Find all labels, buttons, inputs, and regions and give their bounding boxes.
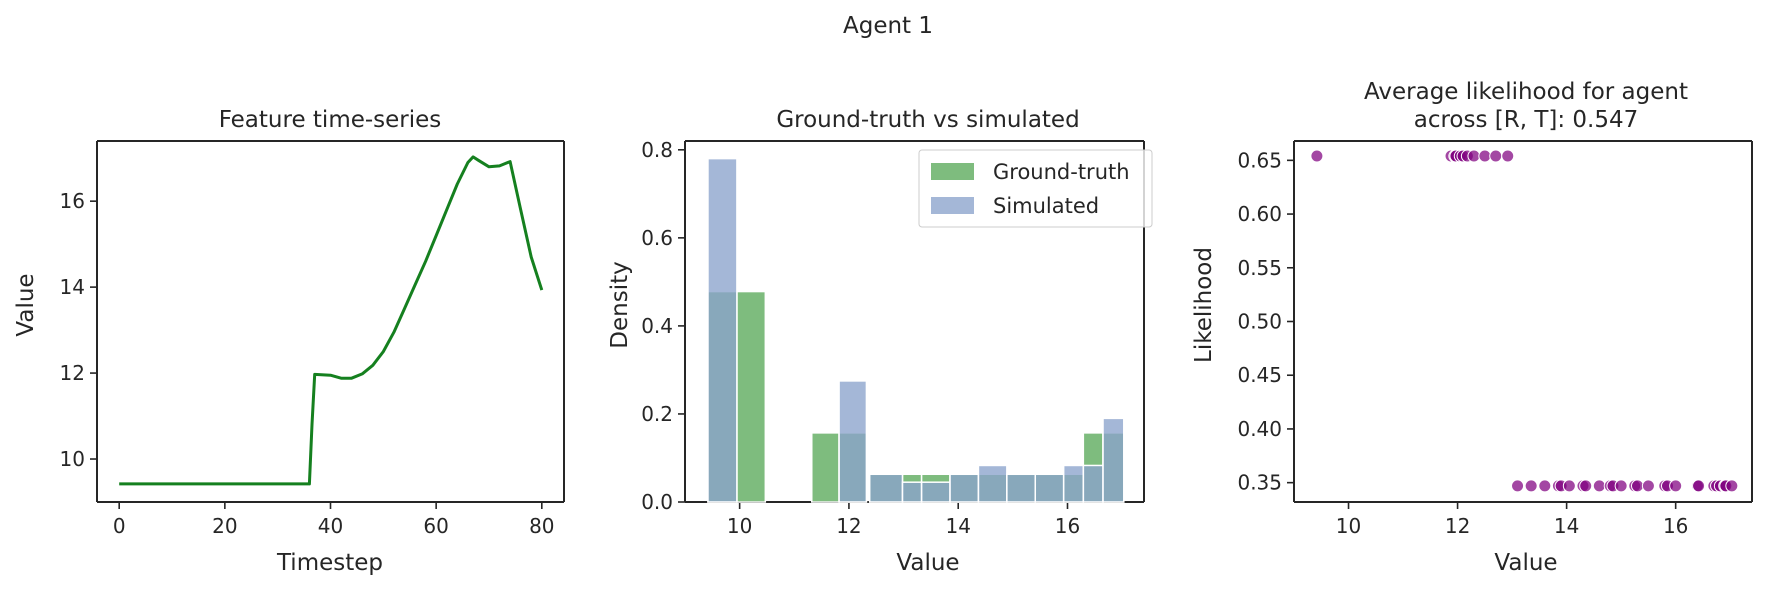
scatter-point [1725,479,1739,493]
histogram-plot-area: 10 12 14 16 0.0 0.2 0.4 0.6 0.8 [641,138,1145,538]
x-tick-label: 12 [836,514,861,538]
scatter-point [1692,479,1706,493]
axes-frame [96,140,565,503]
x-tick-label: 80 [529,514,554,538]
x-tick-label: 16 [1663,514,1688,538]
scatter-point [1641,479,1655,493]
time-series-plot-area: 0 20 40 60 80 10 12 14 16 [60,140,565,538]
x-tick-label: 14 [945,514,970,538]
figure-title: Agent 1 [843,13,933,39]
x-tick-label: 40 [318,514,343,538]
bar-simulated [901,481,923,503]
legend-swatch-ground-truth [931,163,974,180]
x-tick-label: 12 [1445,514,1470,538]
y-tick-label: 0.6 [641,226,673,250]
bar-simulated [1082,464,1104,503]
scatter-point [1501,149,1515,163]
scatter-point [1538,479,1552,493]
series-line [119,155,544,486]
x-tick-label: 10 [727,514,752,538]
y-tick-label: 14 [60,275,85,299]
scatter-point [1614,479,1628,493]
y-tick-label: 0.8 [641,138,673,162]
y-tick-label: 10 [60,447,85,471]
scatter-point [1669,479,1683,493]
bar-simulated [949,473,980,503]
y-tick-label: 0.4 [641,314,673,338]
legend-label-ground-truth: Ground-truth [993,160,1130,184]
bar-simulated [1102,417,1125,503]
x-tick-label: 16 [1055,514,1080,538]
y-tick-label: 0.35 [1237,471,1282,495]
y-tick-label: 12 [60,361,85,385]
likelihood-ylabel: Likelihood [1191,247,1217,363]
x-tick-label: 0 [113,514,126,538]
y-tick-label: 0.50 [1237,310,1282,334]
legend-frame [918,149,1153,228]
histogram-xlabel: Value [896,550,959,576]
scatter-point [1562,479,1576,493]
scatter-point [1524,479,1538,493]
likelihood-title-line-2: across [R, T]: 0.547 [1414,107,1639,133]
bar-simulated [838,380,868,503]
likelihood-title-line-1: Average likelihood for agent [1364,79,1688,105]
bar-simulated [868,473,904,503]
scatter-point [1579,479,1593,493]
scatter-point [1489,149,1503,163]
y-tick-label: 0.0 [641,490,673,514]
scatter-point [1478,149,1492,163]
likelihood-panel: Average likelihood for agent across [R, … [1191,79,1753,576]
likelihood-plot-area: 10 12 14 16 0.35 0.40 0.45 0.50 0.55 0.60 0.65 [1237,140,1753,538]
bar-ground-truth [811,432,840,503]
time-series-xlabel: Timestep [276,550,383,576]
histogram-ylabel: Density [607,261,633,348]
bar-simulated [977,464,1008,503]
y-tick-label: 0.40 [1237,417,1282,441]
scatter-point [1511,479,1525,493]
time-series-title: Feature time-series [219,107,442,133]
time-series-ylabel: Value [13,273,39,336]
y-tick-label: 16 [60,189,85,213]
bar-simulated [1062,464,1085,503]
scatter-point [1631,479,1644,493]
time-series-panel: Feature time-series Timestep Value 0 20 40… [13,107,565,576]
y-tick-label: 0.2 [641,402,673,426]
bar-simulated [920,481,951,503]
scatter-point [1592,479,1606,493]
y-tick-label: 0.45 [1237,363,1282,387]
y-tick-label: 0.55 [1237,256,1282,280]
bar-simulated [707,157,738,503]
bar-ground-truth [736,290,767,503]
histogram-panel: Ground-truth vs simulated Value Density … [607,107,1153,576]
histogram-title: Ground-truth vs simulated [776,107,1079,133]
legend-swatch-simulated [931,197,974,214]
histogram-legend: Ground-truth Simulated [918,149,1153,228]
x-tick-label: 10 [1336,514,1361,538]
x-tick-label: 60 [423,514,448,538]
y-tick-label: 0.65 [1237,148,1282,172]
bar-simulated [1034,473,1065,503]
legend-label-simulated: Simulated [993,194,1099,218]
x-tick-label: 20 [212,514,237,538]
axes-frame [1293,140,1753,503]
y-tick-label: 0.60 [1237,202,1282,226]
scatter-point [1310,149,1324,163]
bar-simulated [1006,473,1037,503]
likelihood-xlabel: Value [1494,550,1557,576]
scatter-point [1467,149,1481,163]
x-tick-label: 14 [1554,514,1579,538]
